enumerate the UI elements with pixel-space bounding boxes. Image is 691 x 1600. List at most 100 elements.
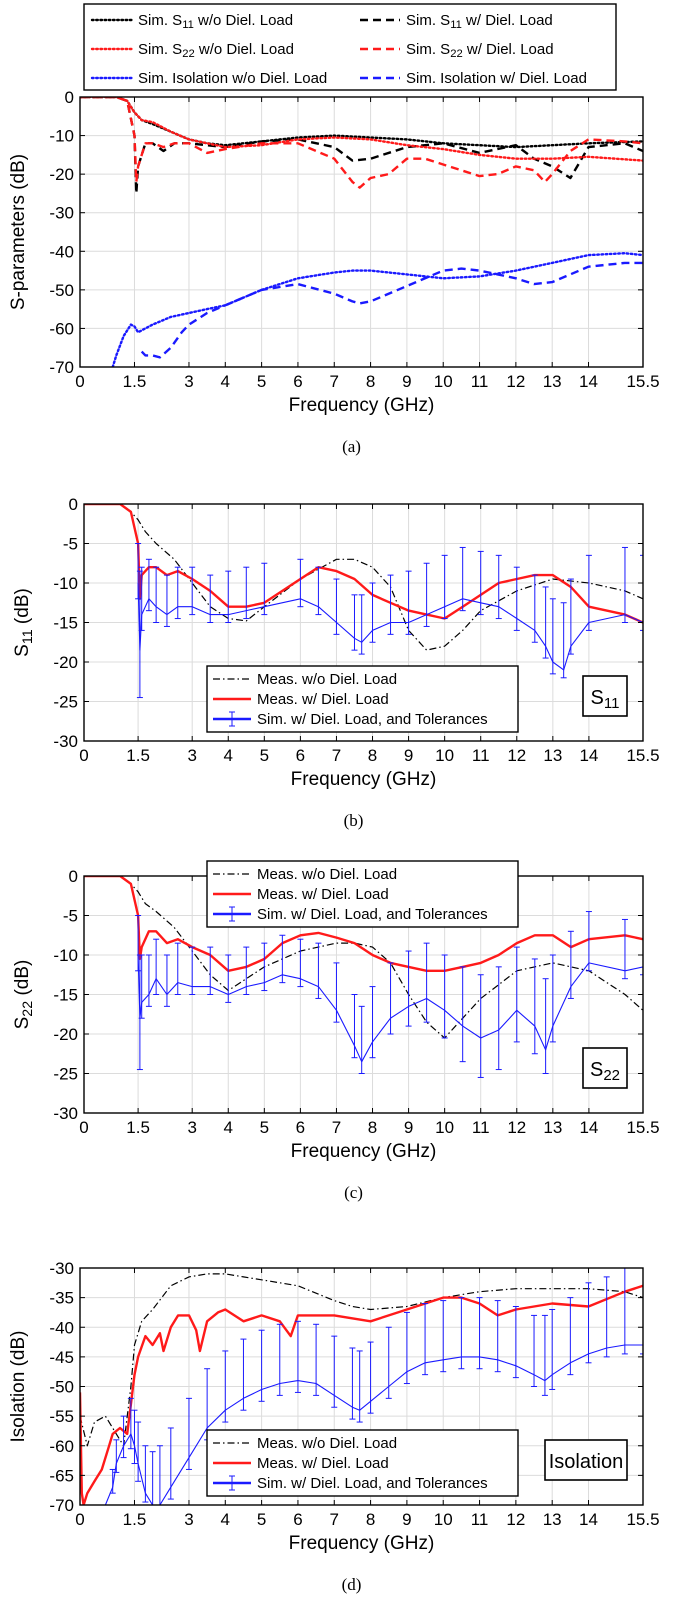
- legend-box: [206, 665, 519, 733]
- x-tick-label: 0: [75, 1510, 84, 1529]
- x-tick-label: 1.5: [126, 746, 150, 765]
- y-tick-label: -15: [53, 986, 78, 1005]
- series-3: [104, 1268, 643, 1505]
- y-axis-label: S-parameters (dB): [8, 154, 29, 310]
- series-3: [135, 543, 643, 699]
- series-line: [84, 876, 643, 972]
- x-tick-label: 5: [257, 372, 266, 391]
- axes: 0 1.5 3 4 5 6 7 8 9 10 11 12 13 14 15.5 -30 -35 -40 -45 -50…: [49, 1259, 659, 1529]
- x-tick-label: 9: [402, 1510, 411, 1529]
- series-line: [104, 1344, 643, 1505]
- panel-caption: (b): [344, 811, 364, 830]
- y-tick-label: -30: [49, 204, 74, 223]
- panel-d: 0 1.5 3 4 5 6 7 8 9 10 11 12 13 14 15.5 -30 -35 -40 -45 -50…: [8, 1259, 660, 1594]
- y-tick-label: 0: [65, 88, 74, 107]
- legend-label: Sim. Isolation w/ Diel. Load: [406, 70, 587, 87]
- x-tick-label: 11: [471, 1510, 489, 1529]
- x-tick-label: 3: [184, 372, 193, 391]
- series-2: [80, 1284, 643, 1505]
- x-tick-label: 6: [293, 372, 302, 391]
- x-tick-label: 6: [296, 746, 305, 765]
- axes: 0 1.5 3 4 5 6 7 8 9 10 11 12 13 14 15.5 0 -10 -20 -30 -40 -5…: [49, 88, 659, 391]
- x-tick-label: 11: [471, 372, 489, 391]
- x-tick-label: 7: [330, 372, 339, 391]
- y-tick-label: -70: [49, 358, 74, 377]
- y-tick-label: -50: [49, 281, 74, 300]
- legend: Sim. S11 w/o Diel. Load Sim. S11 w/ Diel.…: [83, 3, 617, 91]
- x-tick-label: 1.5: [126, 1118, 150, 1137]
- y-tick-label: -30: [53, 1104, 78, 1123]
- panel-tag-label: S22: [590, 1059, 620, 1084]
- legend-label: Sim. Isolation w/o Diel. Load: [138, 70, 327, 87]
- y-tick-label: -25: [53, 1065, 78, 1084]
- x-tick-label: 12: [507, 1118, 526, 1137]
- x-tick-label: 13: [543, 372, 562, 391]
- x-tick-label: 15.5: [626, 1118, 659, 1137]
- series-line: [80, 1284, 643, 1505]
- axes: 0 1.5 3 4 5 6 7 8 9 10 11 12 13 14 15.5 0 -5 -10 -15 -20 -25…: [53, 495, 659, 765]
- series-5: [111, 251, 643, 367]
- x-tick-label: 15.5: [626, 746, 659, 765]
- y-tick-label: -45: [49, 1348, 74, 1367]
- legend-box: [206, 1429, 519, 1497]
- plot-area: [80, 1268, 643, 1505]
- x-axis-label: Frequency (GHz): [291, 1141, 437, 1162]
- y-tick-label: -10: [49, 127, 74, 146]
- x-tick-label: 10: [435, 1118, 454, 1137]
- y-tick-label: -20: [53, 653, 78, 672]
- legend: Meas. w/o Diel. Load Meas. w/ Diel. Load S…: [206, 860, 519, 928]
- y-tick-label: -15: [53, 614, 78, 633]
- x-tick-label: 9: [404, 1118, 413, 1137]
- y-tick-label: -5: [63, 907, 78, 926]
- x-tick-label: 14: [579, 1510, 598, 1529]
- legend-label: Sim. w/ Diel. Load, and Tolerances: [257, 711, 488, 728]
- legend-label: Meas. w/ Diel. Load: [257, 886, 389, 903]
- x-tick-label: 4: [221, 372, 230, 391]
- x-axis-label: Frequency (GHz): [289, 1533, 435, 1554]
- series-line: [137, 582, 643, 671]
- x-tick-label: 8: [368, 746, 377, 765]
- x-tick-label: 5: [260, 1118, 269, 1137]
- series-line: [111, 251, 643, 367]
- x-tick-label: 13: [543, 746, 562, 765]
- legend-box: [83, 3, 617, 91]
- y-tick-label: -60: [49, 1437, 74, 1456]
- series-line: [84, 504, 643, 651]
- x-tick-label: 13: [543, 1510, 562, 1529]
- y-axis-label: S22 (dB): [12, 960, 36, 1030]
- plot-area: [84, 504, 643, 699]
- series-line: [84, 504, 643, 624]
- x-tick-label: 11: [472, 1118, 490, 1137]
- series-line: [140, 261, 643, 359]
- x-tick-label: 15.5: [626, 1510, 659, 1529]
- panel-tag-label: S11: [591, 687, 620, 712]
- series-3: [80, 97, 643, 162]
- series-line: [80, 1273, 643, 1447]
- axes-frame: [79, 96, 644, 368]
- x-tick-label: 4: [221, 1510, 230, 1529]
- x-tick-label: 12: [507, 746, 526, 765]
- x-tick-label: 4: [224, 746, 233, 765]
- legend-label: Meas. w/o Diel. Load: [257, 866, 397, 883]
- x-tick-label: 1.5: [123, 1510, 147, 1529]
- legend: Meas. w/o Diel. Load Meas. w/ Diel. Load S…: [206, 665, 519, 733]
- y-axis-label: S11 (dB): [12, 588, 36, 657]
- plot-area: [80, 97, 643, 367]
- x-tick-label: 6: [293, 1510, 302, 1529]
- legend-label: Sim. w/ Diel. Load, and Tolerances: [257, 1475, 488, 1492]
- panel-tag-box: [582, 675, 628, 717]
- y-tick-label: -20: [49, 165, 74, 184]
- y-tick-label: -70: [49, 1496, 74, 1515]
- y-axis-label: Isolation (dB): [8, 1331, 29, 1443]
- y-tick-label: -65: [49, 1466, 74, 1485]
- x-tick-label: 14: [579, 746, 598, 765]
- legend-label: Sim. w/ Diel. Load, and Tolerances: [257, 906, 488, 923]
- series-4: [80, 97, 643, 189]
- y-tick-label: 0: [69, 867, 78, 886]
- panel-caption: (c): [344, 1183, 363, 1202]
- panel-b: 0 1.5 3 4 5 6 7 8 9 10 11 12 13 14 15.5 0 -5 -10 -15 -20 -25…: [12, 495, 660, 830]
- legend-label: Sim. S22 w/o Diel. Load: [138, 41, 294, 60]
- x-tick-label: 10: [435, 746, 454, 765]
- legend-label: Meas. w/ Diel. Load: [257, 1455, 389, 1472]
- y-tick-label: -60: [49, 319, 74, 338]
